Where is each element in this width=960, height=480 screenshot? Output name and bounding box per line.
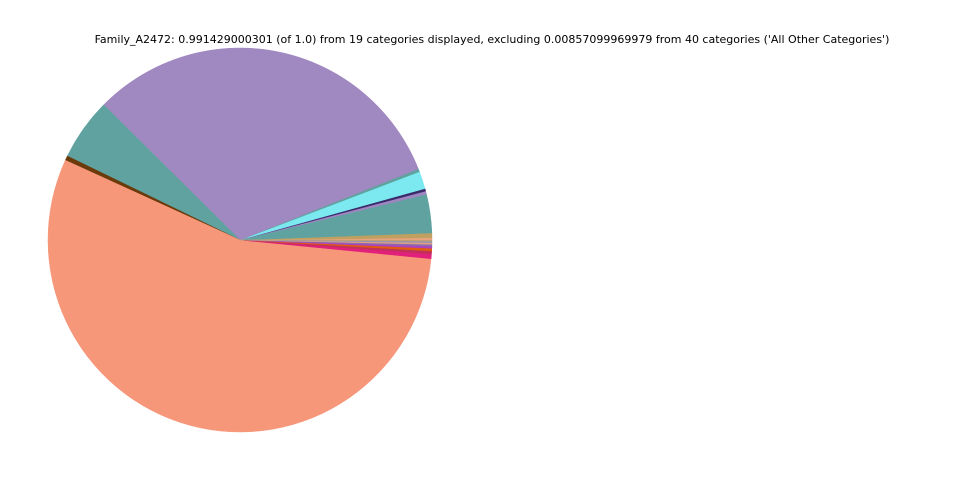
pie-slices <box>47 47 433 433</box>
pie-slice-8 <box>103 47 419 241</box>
pie-slice-11 <box>47 159 432 433</box>
chart-title: Family_A2472: 0.991429000301 (of 1.0) fr… <box>94 33 890 46</box>
pie-slice-19 <box>239 239 433 242</box>
